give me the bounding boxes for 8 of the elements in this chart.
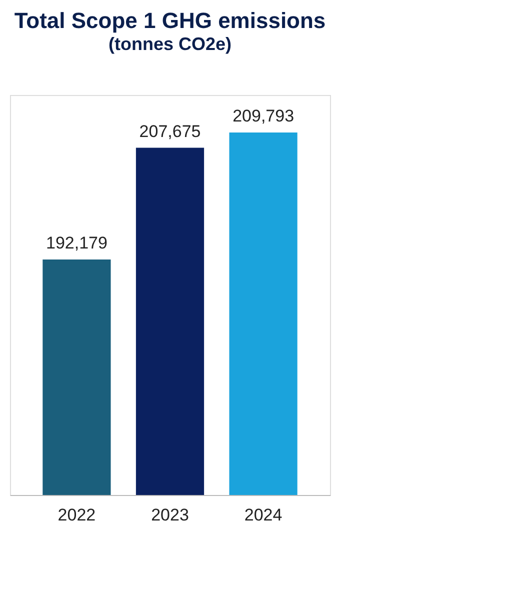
x-tick-label: 2022 xyxy=(58,506,96,524)
data-label: 207,675 xyxy=(139,122,201,141)
x-tick-label: 2023 xyxy=(151,506,189,524)
chart-subtitle: (tonnes CO2e) xyxy=(108,34,232,54)
data-label: 192,179 xyxy=(46,233,108,252)
data-label: 209,793 xyxy=(232,106,294,126)
x-tick-label: 2024 xyxy=(244,506,282,524)
chart-title: Total Scope 1 GHG emissions xyxy=(14,8,326,33)
